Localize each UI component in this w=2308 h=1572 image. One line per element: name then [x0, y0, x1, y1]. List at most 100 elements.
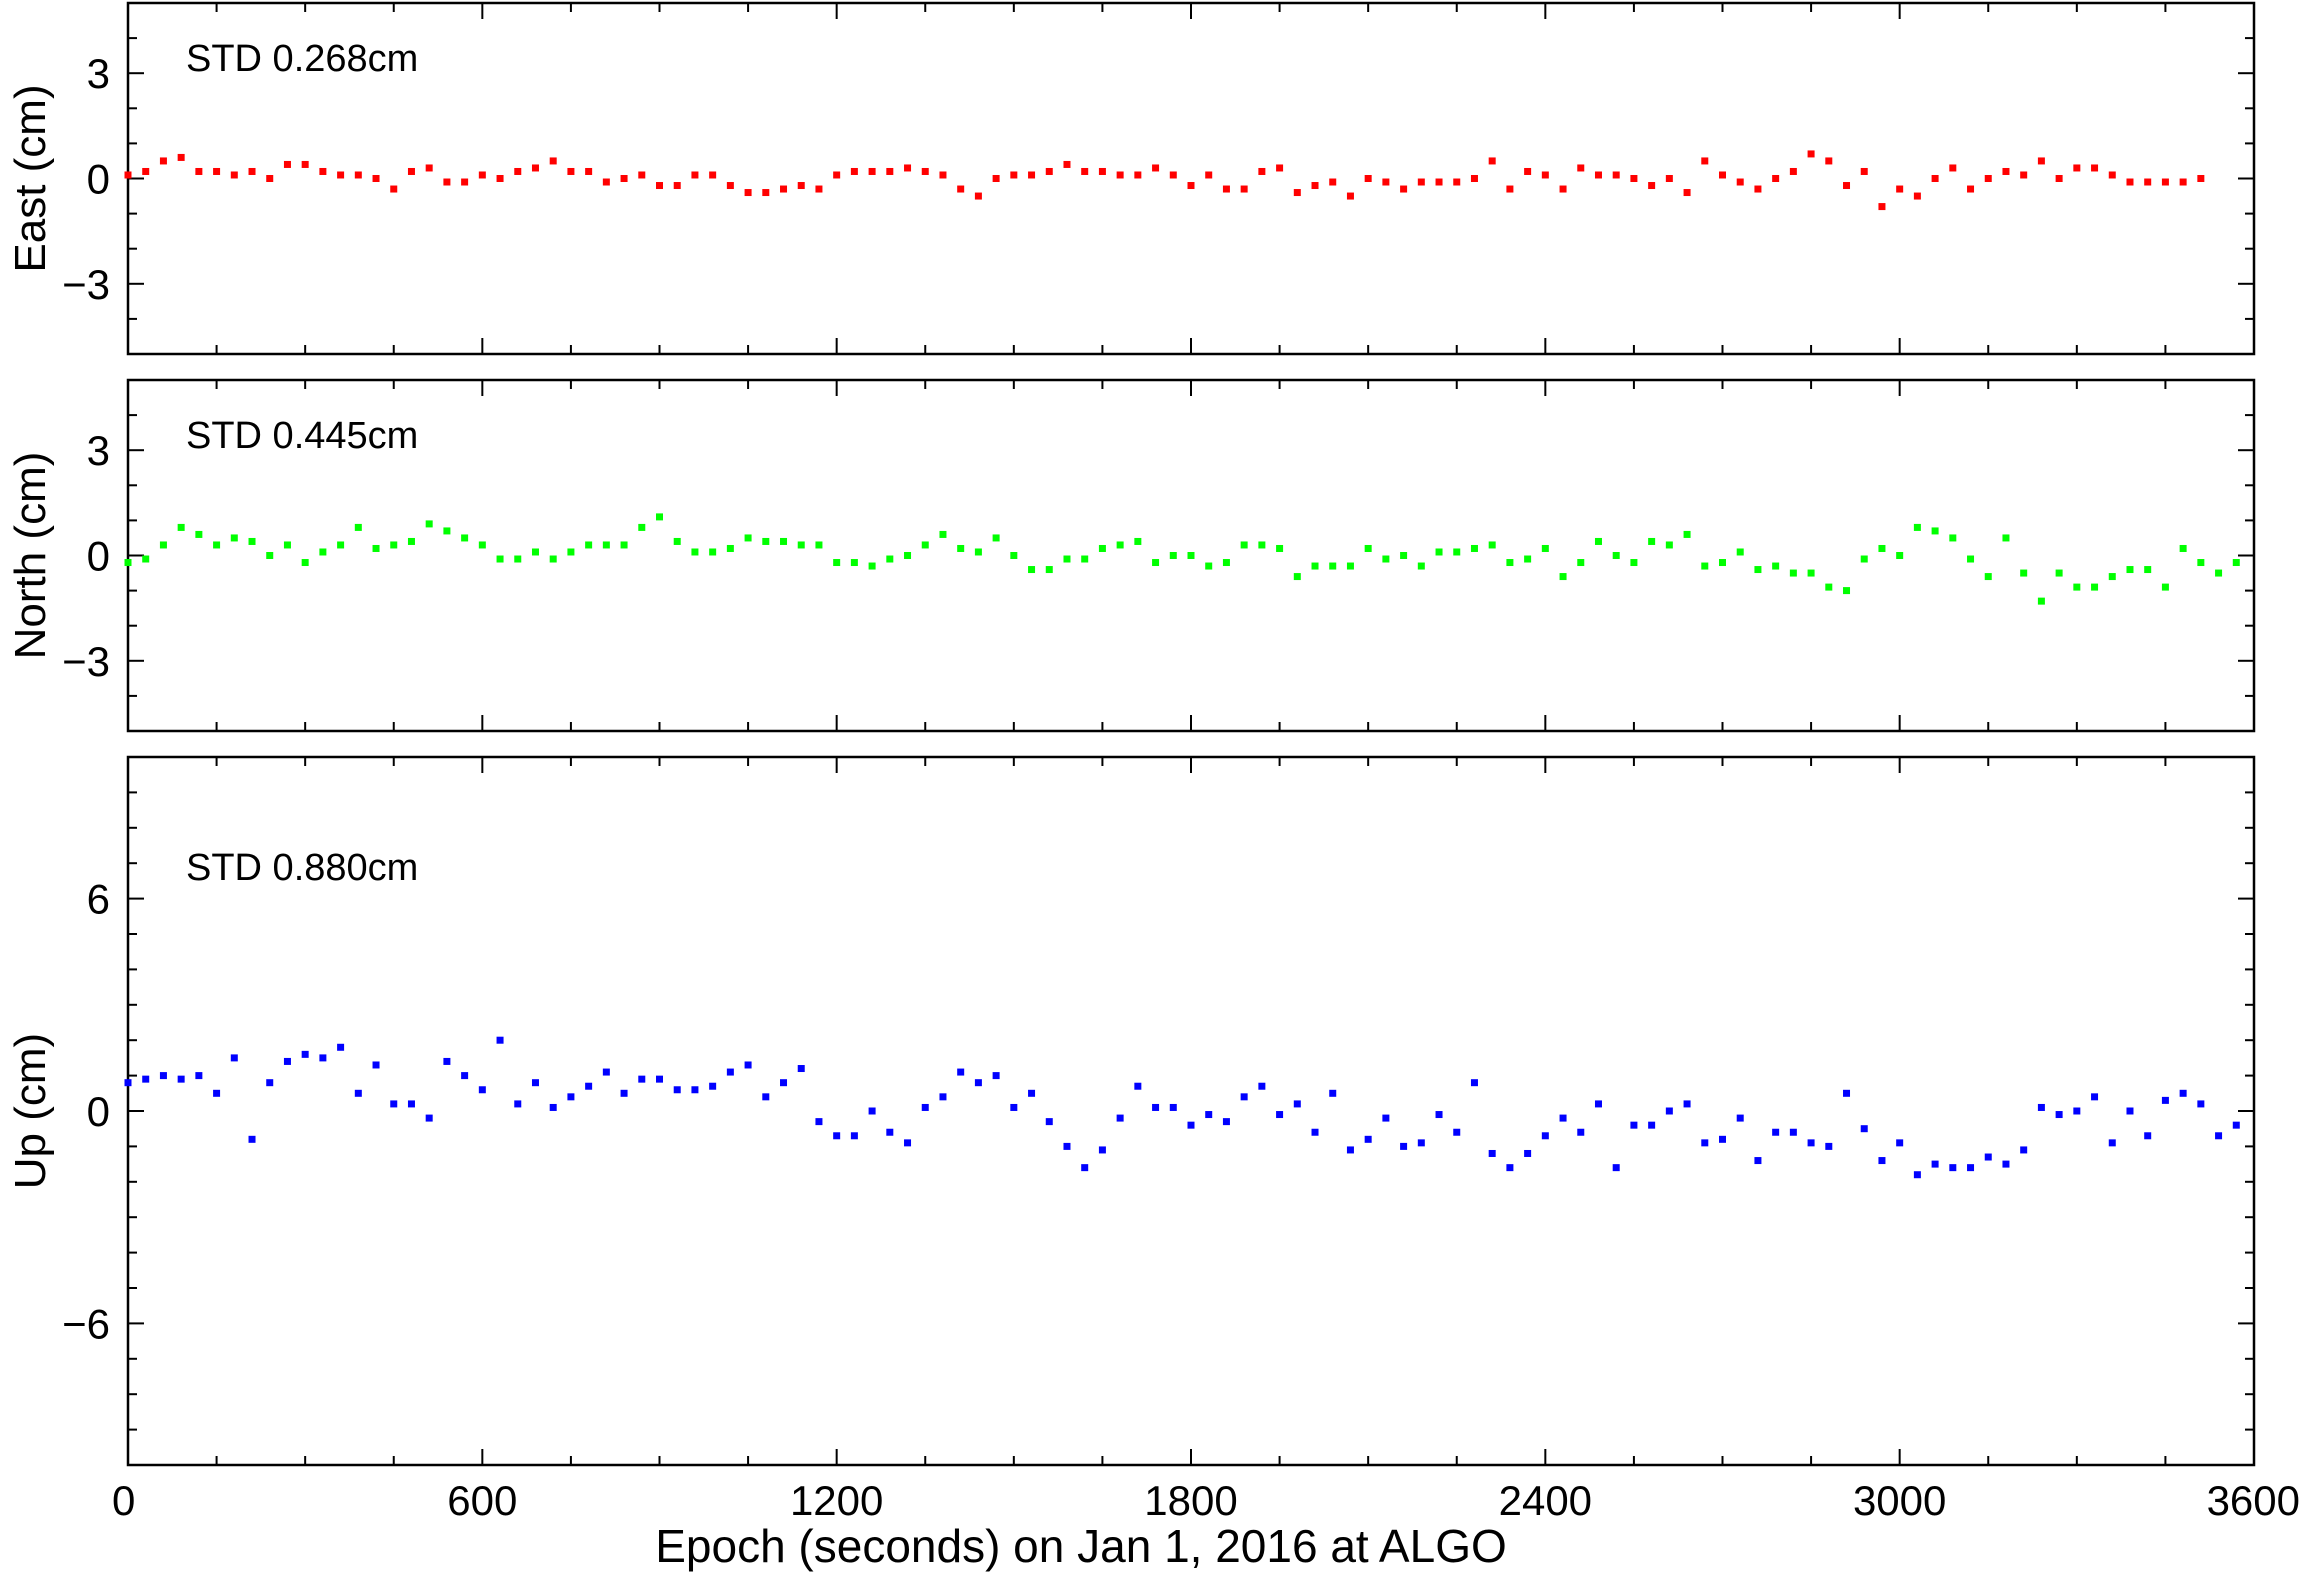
data-point [2197, 1100, 2205, 1108]
data-point [159, 157, 167, 165]
data-point [354, 171, 362, 179]
data-point [744, 1061, 752, 1069]
data-point [266, 1079, 274, 1087]
data-point [1382, 178, 1390, 186]
data-point [1222, 1118, 1230, 1126]
data-point [992, 175, 1000, 182]
data-point [1843, 587, 1851, 595]
data-point [1028, 1089, 1036, 1097]
data-point [585, 1082, 593, 1090]
data-point [1665, 175, 1673, 182]
data-point [1400, 185, 1408, 193]
data-point [2126, 178, 2134, 186]
data-point [780, 185, 788, 193]
data-point [1949, 1164, 1957, 1172]
data-point [319, 1054, 327, 1062]
data-point [726, 182, 734, 190]
data-point [1311, 182, 1319, 190]
y-axis-label: North (cm) [6, 452, 55, 660]
data-point [886, 1128, 894, 1136]
data-point [337, 541, 345, 549]
data-point [1612, 1164, 1620, 1172]
data-point [833, 1132, 841, 1140]
data-point [921, 1103, 929, 1111]
data-point [425, 1114, 433, 1122]
data-point [1984, 573, 1992, 581]
data-point [1789, 167, 1797, 175]
data-point [1630, 559, 1638, 567]
data-point [496, 1036, 504, 1044]
data-point [567, 548, 575, 556]
data-point [1364, 175, 1372, 182]
data-point [1736, 548, 1744, 556]
data-point [567, 167, 575, 175]
data-point [230, 1054, 238, 1062]
data-point [478, 171, 486, 179]
data-point [2037, 1103, 2045, 1111]
data-point [957, 185, 965, 193]
data-point [1577, 1128, 1585, 1136]
data-point [1045, 1118, 1053, 1126]
data-point [1524, 1149, 1532, 1157]
data-point [1896, 1139, 1904, 1147]
data-point [1665, 541, 1673, 549]
data-point [1949, 164, 1957, 172]
data-point [1931, 527, 1939, 535]
data-point [461, 178, 469, 186]
data-point [1152, 559, 1160, 567]
data-point [1098, 167, 1106, 175]
data-point [1169, 171, 1177, 179]
data-point [1346, 1146, 1354, 1154]
data-point [1612, 171, 1620, 179]
data-point [1541, 544, 1549, 552]
data-point [1116, 541, 1124, 549]
data-point [1329, 1089, 1337, 1097]
north-panel: −3 0 3 North (cm) STD 0.445cm [6, 378, 2256, 733]
data-point [1789, 569, 1797, 577]
data-point [762, 1093, 770, 1101]
data-point [656, 1075, 663, 1083]
data-point [1559, 1114, 1567, 1122]
data-point [762, 189, 770, 197]
data-point [230, 534, 238, 542]
data-point [815, 185, 823, 193]
data-point [744, 189, 752, 197]
y-tick-label: 3 [87, 427, 110, 474]
data-point [1400, 1142, 1408, 1150]
data-point [726, 1068, 734, 1076]
data-point [230, 171, 238, 179]
x-tick-label: 3000 [1853, 1477, 1946, 1524]
data-point [531, 548, 539, 556]
data-point [1683, 1100, 1691, 1108]
data-point [1524, 167, 1532, 175]
y-tick-label: −3 [62, 638, 110, 685]
data-point [585, 167, 593, 175]
data-point [1807, 150, 1815, 158]
data-point [124, 171, 132, 179]
data-point [2197, 175, 2205, 182]
data-point [283, 160, 291, 168]
data-point [602, 1068, 610, 1076]
data-point [1187, 1121, 1195, 1129]
data-point [2126, 1107, 2134, 1115]
data-point [2126, 566, 2134, 574]
data-point [1630, 1121, 1638, 1129]
data-point [656, 513, 663, 521]
data-point [1045, 566, 1053, 574]
data-point [850, 167, 858, 175]
data-point [407, 1100, 415, 1108]
data-point [1205, 171, 1213, 179]
data-point [1028, 566, 1036, 574]
data-point [2108, 171, 2116, 179]
data-point [797, 182, 805, 190]
data-point [1134, 171, 1142, 179]
data-point [1346, 192, 1354, 200]
data-point [461, 1072, 469, 1080]
data-point [195, 167, 203, 175]
data-point [1240, 1093, 1248, 1101]
data-point [1417, 178, 1425, 186]
data-point [744, 534, 752, 542]
data-point [567, 1093, 575, 1101]
data-point [531, 164, 539, 172]
data-point [372, 544, 380, 552]
